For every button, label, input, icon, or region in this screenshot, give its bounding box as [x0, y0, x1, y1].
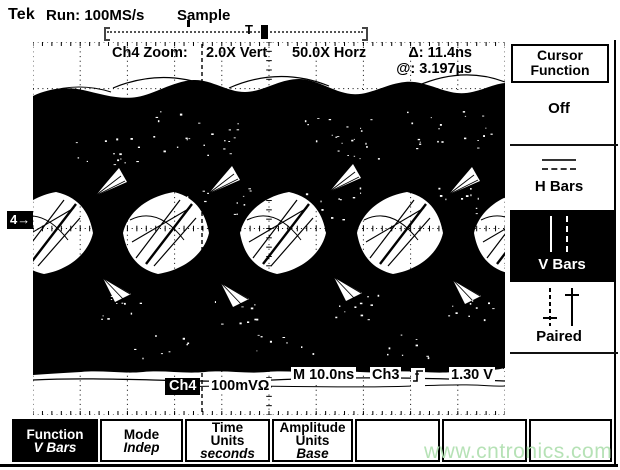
- menu-box-title: Function: [26, 426, 84, 442]
- trigger-position-marker: [261, 25, 268, 39]
- bottom-menu-amplitude-units[interactable]: Amplitude Units Base: [272, 419, 353, 462]
- h-bars-solid-line: [542, 159, 576, 161]
- menu-box-title: Amplitude: [279, 420, 346, 435]
- channel4-badge: Ch4: [165, 378, 201, 395]
- bottom-menu-mode[interactable]: Mode Indep: [100, 419, 183, 462]
- side-menu-title-line2: Function: [530, 62, 590, 78]
- watermark: www.cntronics.com: [424, 440, 613, 463]
- screen-bottom-border: [0, 464, 618, 467]
- cursor-delta-readout: Δ: 11.4ns: [388, 45, 472, 61]
- eye-diagram-details: [33, 74, 505, 388]
- paired-cursors-icon: [536, 286, 588, 328]
- menu-box-title2: Units: [210, 433, 245, 448]
- menu-divider: [510, 352, 618, 354]
- menu-box-title: Mode: [123, 426, 160, 442]
- channel4-reference-marker: 4→: [7, 211, 34, 229]
- h-bars-dashed-line: [542, 168, 576, 170]
- menu-box-value: seconds: [200, 446, 255, 461]
- acquisition-mode: Sample: [177, 7, 231, 24]
- menu-item-paired[interactable]: Paired: [536, 328, 582, 345]
- bottom-menu-function[interactable]: Function V Bars: [12, 419, 98, 462]
- record-position-tick: [187, 20, 190, 27]
- menu-box-title: Time: [211, 420, 244, 435]
- side-menu-title: Cursor Function: [511, 44, 609, 83]
- record-view-right-bracket: [362, 27, 368, 41]
- cursor-side-menu: Cursor Function Off H Bars V Bars Paired: [510, 42, 618, 466]
- trigger-level-readout: 1.30 V: [449, 367, 495, 383]
- v-bars-dashed-line: [566, 216, 568, 252]
- record-view-left-bracket: [104, 27, 110, 41]
- zoom-horz-factor: 50.0X Horz: [292, 45, 367, 61]
- waveform-display: [33, 42, 505, 415]
- menu-box-title2: Units: [295, 433, 330, 448]
- timebase-readout: M 10.0ns: [291, 367, 357, 383]
- brand-logo: Tek: [8, 6, 35, 23]
- delta-label: Δ:: [408, 45, 424, 61]
- menu-item-h-bars[interactable]: H Bars: [534, 178, 584, 195]
- zoom-readout-title: Ch4 Zoom:: [112, 45, 188, 61]
- channel4-scale-readout: 100mVΩ: [209, 378, 272, 394]
- v-bars-icon: [542, 214, 582, 254]
- menu-item-off[interactable]: Off: [548, 100, 570, 117]
- bottom-menu-empty-1[interactable]: [355, 419, 440, 462]
- run-status: Run: 100MS/s: [46, 7, 145, 24]
- trigger-source-readout: Ch3: [370, 367, 402, 383]
- eye-diagram-trace: [33, 79, 505, 375]
- menu-box-value: V Bars: [33, 439, 77, 455]
- screen-right-border: [614, 40, 616, 466]
- at-label: @:: [396, 61, 416, 77]
- bottom-menu-time-units[interactable]: Time Units seconds: [185, 419, 270, 462]
- trigger-position-label: T: [245, 22, 253, 37]
- bottom-menu-empty-2[interactable]: [442, 419, 527, 462]
- menu-item-v-bars-selected[interactable]: V Bars: [510, 210, 614, 282]
- cursor-at-readout: @: 3.197µs: [382, 61, 472, 77]
- menu-divider: [510, 144, 618, 146]
- bottom-menu-empty-3[interactable]: [529, 419, 612, 462]
- at-value: 3.197µs: [419, 61, 472, 77]
- h-bars-icon: [510, 159, 608, 177]
- zoom-vert-factor: 2.0X Vert: [206, 45, 268, 61]
- record-view-bar: [107, 31, 363, 33]
- menu-box-value: Indep: [123, 439, 160, 455]
- side-menu-title-line1: Cursor: [537, 47, 583, 63]
- delta-value: 11.4ns: [427, 45, 472, 61]
- menu-box-value: Base: [296, 446, 329, 461]
- rising-edge-icon: [411, 368, 425, 388]
- v-bars-solid-line: [550, 216, 552, 252]
- v-bars-label: V Bars: [538, 256, 586, 273]
